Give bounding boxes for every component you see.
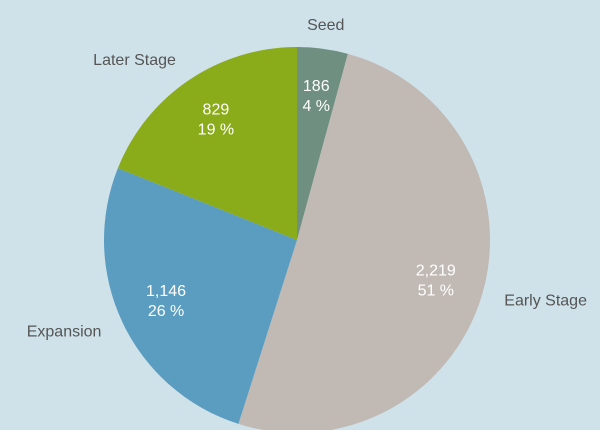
percent-label: 26 % [148,303,184,320]
pie-slice [297,47,348,240]
pie-slice [117,47,298,240]
category-label: Expansion [27,323,102,340]
value-label: 1,146 [146,283,186,300]
value-label: 2,219 [416,262,456,279]
value-label: 829 [203,101,230,118]
value-label: 186 [303,78,330,95]
percent-label: 19 % [198,121,234,138]
category-label: Later Stage [93,52,176,69]
percent-label: 51 % [418,282,454,299]
category-label: Early Stage [504,293,587,310]
pie-slice [104,168,297,424]
category-label: Seed [307,17,344,34]
pie-slice [238,53,491,430]
percent-label: 4 % [302,98,330,115]
